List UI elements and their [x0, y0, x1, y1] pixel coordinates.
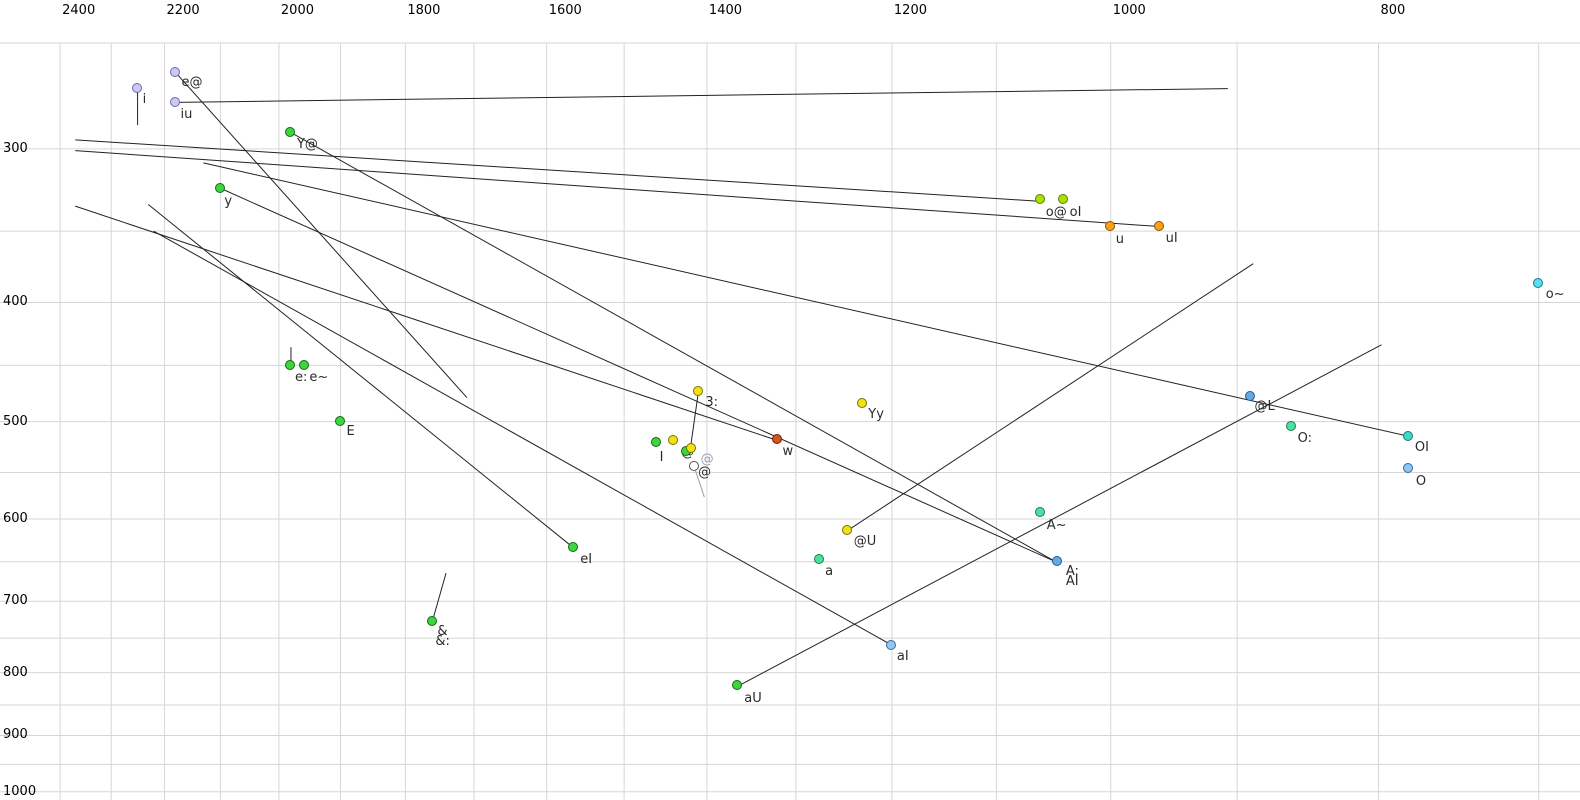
trajectory-line — [75, 205, 778, 441]
trajectory-line — [290, 132, 1056, 563]
vowel-point-y[interactable] — [214, 182, 225, 193]
vowel-point-aI[interactable] — [886, 639, 897, 650]
trajectory-line — [203, 162, 1409, 437]
y-axis-tick-1000: 1000 — [3, 783, 37, 799]
y-axis-tick-900: 900 — [3, 727, 28, 743]
trajectory-line — [847, 263, 1254, 531]
trajectory-line — [175, 88, 1228, 103]
x-axis-tick-1600: 1600 — [548, 3, 582, 18]
y-axis-tick-400: 400 — [3, 294, 28, 310]
trajectory-line — [153, 230, 893, 646]
x-axis-tick-1200: 1200 — [893, 3, 927, 18]
vowel-point-iu[interactable] — [170, 96, 180, 107]
vowel-point-a[interactable] — [813, 553, 824, 564]
x-axis-tick-1400: 1400 — [708, 3, 743, 18]
vowel-point-E[interactable] — [334, 416, 345, 427]
x-axis-tick-800: 800 — [1380, 3, 1406, 18]
vowel-point-Yy[interactable] — [856, 397, 867, 408]
vowel-point-w[interactable] — [772, 433, 783, 444]
vowel-point-I[interactable] — [651, 437, 662, 448]
trajectory-line — [75, 150, 1160, 228]
vowel-point-3:[interactable] — [692, 386, 703, 397]
y-axis-tick-500: 500 — [3, 413, 28, 429]
vowel-point-O[interactable] — [1403, 463, 1414, 474]
x-axis-tick-2200: 2200 — [166, 3, 200, 18]
trajectory-line — [693, 466, 705, 498]
vowel-point-A~[interactable] — [1035, 507, 1046, 518]
vowel-point-A:[interactable] — [1052, 556, 1063, 567]
x-axis-tick-1800: 1800 — [407, 3, 441, 18]
vowel-point-o@[interactable] — [1035, 194, 1046, 205]
trajectory-line — [147, 204, 574, 548]
vowel-point-&[interactable] — [426, 615, 437, 626]
vowel-point-@[interactable] — [686, 443, 697, 454]
vowel-point-eI[interactable] — [567, 542, 578, 553]
vowel-point-uI[interactable] — [1154, 221, 1165, 232]
x-axis-tick-2400: 2400 — [62, 3, 96, 18]
y-axis-tick-700: 700 — [3, 593, 28, 609]
vowel-point-@[interactable] — [688, 461, 699, 472]
trajectory-line — [737, 344, 1382, 687]
vowel-point-e~[interactable] — [298, 359, 309, 370]
trajectory-line — [175, 72, 468, 398]
trajectory-line — [689, 391, 699, 452]
vowel-point-O:[interactable] — [1286, 421, 1297, 432]
vowel-point-o~[interactable] — [1533, 277, 1544, 288]
y-axis-tick-300: 300 — [3, 140, 28, 156]
vowel-point-e@[interactable] — [170, 66, 180, 77]
trajectory-line — [431, 572, 447, 622]
vowel-point-oI[interactable] — [1058, 194, 1069, 205]
vowel-point-aU[interactable] — [731, 680, 742, 691]
vowel-point-@[interactable] — [667, 434, 678, 445]
trajectory-line — [220, 187, 1056, 563]
y-axis-tick-600: 600 — [3, 510, 28, 526]
vowel-point-Y@[interactable] — [285, 127, 296, 138]
vowel-point-@U[interactable] — [842, 524, 853, 535]
vowel-point-e:[interactable] — [285, 359, 296, 370]
vowel-point-u[interactable] — [1105, 221, 1116, 232]
trajectory-line — [75, 139, 1041, 202]
vowel-point-OI[interactable] — [1403, 430, 1414, 441]
x-axis-tick-2000: 2000 — [280, 3, 314, 18]
vowel-point-@L[interactable] — [1245, 390, 1256, 401]
vowel-point-i[interactable] — [132, 83, 143, 94]
y-axis-tick-800: 800 — [3, 664, 28, 680]
x-axis-tick-1000: 1000 — [1112, 3, 1146, 18]
